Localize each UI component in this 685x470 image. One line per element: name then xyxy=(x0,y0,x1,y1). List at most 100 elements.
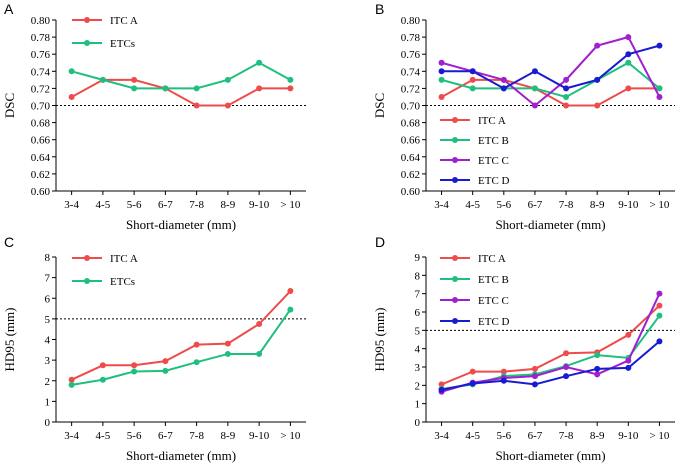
y-tick-label: 0.72 xyxy=(401,83,420,95)
legend-swatch-marker xyxy=(452,276,458,282)
data-point xyxy=(625,59,632,66)
series-line xyxy=(71,78,291,107)
series-etc-c xyxy=(438,290,663,395)
data-point xyxy=(438,76,445,83)
y-tick-label: 5 xyxy=(45,314,51,326)
data-point xyxy=(531,85,538,92)
data-point xyxy=(224,76,231,83)
data-point xyxy=(563,93,570,100)
y-tick-label: 0.68 xyxy=(401,118,421,130)
data-point xyxy=(131,368,138,375)
y-axis-label: HD95 (mm) xyxy=(372,308,387,372)
series-line xyxy=(71,309,292,386)
y-tick-label: 0.76 xyxy=(31,49,51,61)
y-tick-label: 0.70 xyxy=(401,101,421,113)
y-tick-label: 0.60 xyxy=(401,186,421,198)
y-tick-label: 0.62 xyxy=(401,169,420,181)
x-tick-label: 5-6 xyxy=(496,199,511,211)
x-axis-label: Short-diameter (mm) xyxy=(495,217,605,232)
y-tick-label: 0.60 xyxy=(31,186,51,198)
data-point xyxy=(625,34,632,41)
data-point xyxy=(469,76,476,83)
legend-label: ITC A xyxy=(110,15,138,27)
data-point xyxy=(256,85,263,92)
data-point xyxy=(193,359,200,366)
data-point xyxy=(531,68,538,75)
data-point xyxy=(438,59,445,66)
data-point xyxy=(531,365,538,372)
data-point xyxy=(99,376,106,383)
data-point xyxy=(563,76,570,83)
x-tick-label: 8-9 xyxy=(221,430,236,442)
series-itc-a xyxy=(438,302,663,388)
data-point xyxy=(656,85,663,92)
data-point xyxy=(656,302,663,309)
data-point xyxy=(287,76,294,83)
panel-letter: D xyxy=(375,234,385,250)
y-tick-label: 0.76 xyxy=(401,49,421,61)
x-tick-label: 7-8 xyxy=(559,199,574,211)
data-point xyxy=(256,59,263,66)
x-tick-label: 3-4 xyxy=(64,430,79,442)
legend-swatch-marker xyxy=(452,177,458,183)
series-line xyxy=(441,44,660,90)
y-tick-label: 4 xyxy=(415,344,421,356)
y-tick-label: 0.66 xyxy=(31,135,51,147)
data-point xyxy=(563,85,570,92)
data-point xyxy=(68,93,75,100)
data-point xyxy=(131,76,138,83)
data-point xyxy=(68,381,75,388)
x-tick-label: 6-7 xyxy=(528,199,543,211)
data-point xyxy=(500,368,507,375)
data-point xyxy=(99,76,106,83)
legend-swatch-marker xyxy=(452,117,458,123)
panel-a: A 0.60 0.62 0.64 0.66 0.68 0.70 0.72 0.74 0.76 0.7… xyxy=(2,1,306,232)
legend-swatch-marker xyxy=(84,278,90,284)
data-point xyxy=(469,380,476,387)
data-point xyxy=(438,93,445,100)
legend-swatch-marker xyxy=(452,297,458,303)
data-point xyxy=(438,381,445,388)
x-axis-label: Short-diameter (mm) xyxy=(495,448,605,463)
x-tick-label: 6-7 xyxy=(158,430,173,442)
x-tick-label: 4-5 xyxy=(96,430,111,442)
legend-label: ETCs xyxy=(110,276,135,288)
data-point xyxy=(594,365,601,372)
y-axis-label: DSC xyxy=(372,93,387,118)
data-point xyxy=(625,331,632,338)
panel-b: B 0.60 0.62 0.64 0.66 0.68 0.70 0.72 0.74 0.76 0.7… xyxy=(372,1,675,232)
series-etc-d xyxy=(438,42,663,92)
data-point xyxy=(563,373,570,380)
data-point xyxy=(162,367,169,374)
data-point xyxy=(500,377,507,384)
panel-d: D 0 1 2 3 4 5 6 7 8 9 3-4 4-5 5-6 6-7 7-8 8-9 9-10 > 10 Sho… xyxy=(372,234,675,463)
data-point xyxy=(594,352,601,359)
legend-swatch-marker xyxy=(84,40,90,46)
data-point xyxy=(193,85,200,92)
legend-label: ETC C xyxy=(478,295,509,307)
data-point xyxy=(531,381,538,388)
y-tick-label: 0.70 xyxy=(31,101,51,113)
data-point xyxy=(68,376,75,383)
legend: ITC A ETC B ETC C ETC D xyxy=(440,115,510,187)
data-point xyxy=(563,350,570,357)
x-tick-label: 4-5 xyxy=(96,199,111,211)
x-tick-label: 9-10 xyxy=(249,199,270,211)
series-itc-a xyxy=(68,288,294,383)
series-line xyxy=(441,293,661,393)
data-point xyxy=(656,312,663,319)
data-point xyxy=(68,68,75,75)
data-point xyxy=(656,42,663,49)
legend-swatch-marker xyxy=(452,157,458,163)
data-point xyxy=(500,76,507,83)
x-axis-label: Short-diameter (mm) xyxy=(126,217,236,232)
x-tick-label: > 10 xyxy=(280,430,300,442)
y-tick-label: 0.80 xyxy=(31,15,51,27)
series-etcs xyxy=(68,306,294,388)
legend-swatch-marker xyxy=(84,17,90,23)
data-point xyxy=(287,306,294,313)
y-tick-label: 2 xyxy=(45,376,51,388)
x-tick-label: > 10 xyxy=(649,199,669,211)
legend-swatch-marker xyxy=(84,255,90,261)
data-point xyxy=(594,102,601,109)
